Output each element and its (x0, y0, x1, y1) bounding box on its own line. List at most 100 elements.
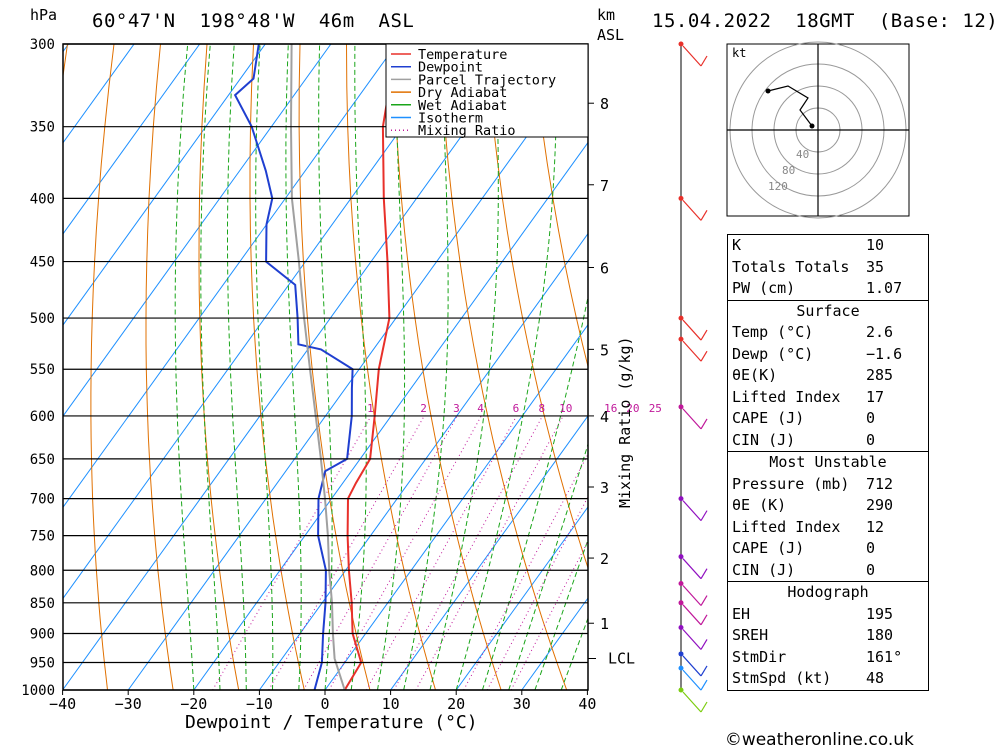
surface-index-label: θE(K) (732, 366, 778, 384)
pressure-tick-label: 850 (30, 596, 55, 612)
mixing-ratio-line (212, 415, 372, 690)
most-unstable-index-row: Lifted Index 12 (728, 517, 928, 539)
x-tick-label: −10 (246, 695, 273, 713)
wind-barb (682, 500, 702, 522)
pressure-tick-label: 800 (30, 563, 55, 579)
mixing-ratio-line (365, 415, 518, 690)
pressure-tick-label: 350 (30, 120, 55, 136)
hodograph-end-dot (765, 88, 771, 94)
most-unstable-index-label: θE (K) (732, 496, 787, 514)
hodograph-index-row: EH 195 (728, 604, 928, 626)
header-location: 60°47'N 198°48'W 46m ASL (92, 10, 415, 32)
header-right-unit-asl: ASL (597, 26, 625, 44)
dewpoint-line (233, 44, 354, 690)
most-unstable-section: Most Unstable Pressure (mb) 712 θE (K) 290 L… (728, 451, 928, 581)
surface-index-label: CAPE (J) (732, 409, 805, 427)
most-unstable-index-row: CAPE (J) 0 (728, 538, 928, 560)
hodograph-index-label: EH (732, 604, 751, 623)
surface-index-row: Lifted Index 17 (728, 387, 928, 409)
wind-barb-flag (700, 350, 708, 362)
wind-level-dot (678, 404, 684, 410)
hodograph-index-label: StmDir (732, 647, 787, 666)
wind-level-dot (678, 581, 684, 587)
surface-index-label: Temp (°C) (732, 323, 814, 341)
mixing-ratio-label: 25 (649, 402, 662, 415)
isotherm-line (63, 44, 201, 235)
pressure-tick-label: 750 (30, 529, 55, 545)
legend-label: Dewpoint (418, 60, 483, 76)
pressure-tick-label: 500 (30, 311, 55, 327)
x-tick-label: 40 (578, 695, 596, 713)
wind-level-dot (678, 665, 684, 671)
wind-barb (682, 319, 702, 341)
mixing-ratio-label: 20 (626, 402, 639, 415)
general-index-label: PW (cm) (732, 279, 796, 297)
dry-adiabat-line (0, 44, 21, 690)
footer-link[interactable]: ©weatheronline.co.uk (714, 710, 914, 750)
wind-barb-flag (700, 665, 708, 677)
most-unstable-index-label: CIN (J) (732, 560, 796, 579)
hodograph-title: Hodograph (787, 583, 869, 601)
hodograph-index-value: 48 (866, 669, 885, 687)
pressure-tick-label: 300 (30, 37, 55, 53)
surface-index-row: CAPE (J) 0 (728, 408, 928, 430)
wind-barb-flag (700, 614, 708, 626)
km-tick-label: 5 (600, 341, 609, 359)
hodograph-start-dot (809, 123, 815, 129)
wind-barb (682, 199, 702, 221)
wind-barb-flag (700, 418, 708, 430)
hodograph-index-value: 161° (866, 647, 903, 666)
mixing-ratio-label: 16 (604, 402, 617, 415)
wind-level-dot (678, 336, 684, 342)
wind-barb-flag (700, 55, 708, 67)
wet-adiabat-line (200, 44, 221, 690)
wind-barb-flag (700, 510, 708, 521)
hodograph-index-row: SREH 180 (728, 625, 928, 647)
wind-barb-flag (700, 329, 708, 341)
wind-barb (682, 691, 702, 713)
wind-barb-flag (700, 595, 708, 606)
hodograph-index-value: 180 (866, 626, 894, 644)
legend-label: Isotherm (418, 111, 483, 127)
general-index-row: PW (cm) 1.07 (728, 278, 928, 300)
hodograph-index-row: StmSpd (kt) 48 (728, 668, 928, 690)
surface-index-label: Dewp (°C) (732, 344, 814, 363)
surface-index-row: Temp (°C) 2.6 (728, 322, 928, 344)
wet-adiabat-line (481, 294, 588, 690)
x-tick-label: −20 (180, 695, 207, 713)
footer-site: weatheronline.co.uk (741, 730, 914, 750)
mixing-ratio-label: 3 (453, 402, 460, 415)
wind-barb (682, 558, 702, 580)
hodograph-trace (767, 85, 813, 127)
most-unstable-index-value: 12 (866, 517, 885, 536)
surface-index-row: θE(K) 285 (728, 365, 928, 387)
hodograph-index-label: StmSpd (kt) (732, 669, 832, 687)
pressure-tick-label: 600 (30, 409, 55, 425)
wind-barb-flag (700, 701, 708, 713)
general-index-value: 1.07 (866, 279, 903, 297)
general-index-label: Totals Totals (732, 257, 850, 276)
wet-adiabat-line (285, 44, 302, 690)
isotherm-line (258, 232, 588, 690)
surface-title: Surface (796, 301, 860, 320)
wind-level-dot (678, 315, 684, 321)
most-unstable-index-value: 290 (866, 496, 894, 514)
pressure-tick-label: 550 (30, 362, 55, 378)
pressure-tick-label: 700 (30, 492, 55, 508)
surface-index-value: 285 (866, 366, 894, 384)
surface-index-label: CIN (J) (732, 430, 796, 449)
x-tick-label: 20 (447, 695, 465, 713)
wind-barb (682, 585, 702, 606)
wind-barb (682, 655, 702, 677)
wet-adiabat-line (255, 44, 274, 690)
most-unstable-index-label: Pressure (mb) (732, 474, 850, 493)
copyright-icon: © (724, 730, 742, 750)
km-tick-label: 4 (600, 408, 609, 426)
pressure-tick-label: 950 (30, 655, 55, 671)
legend-label: Parcel Trajectory (418, 72, 556, 88)
x-tick-label: −30 (115, 695, 142, 713)
legend-label: Mixing Ratio (418, 123, 516, 139)
hodograph-index-label: SREH (732, 626, 769, 644)
